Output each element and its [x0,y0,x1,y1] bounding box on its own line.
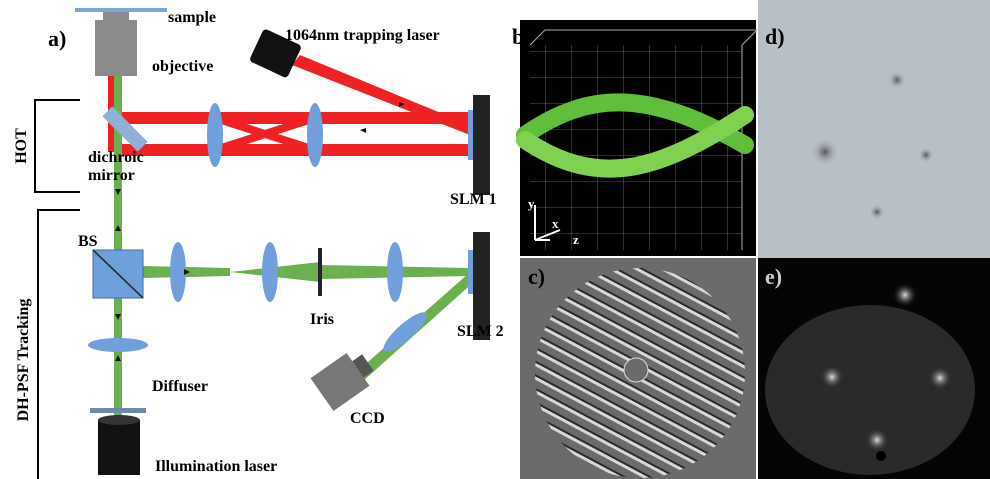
label: Illumination laser [155,458,277,475]
label: HOT [13,128,30,164]
panel-label: c) [528,264,545,289]
label: sample [168,9,216,26]
panel-d [758,0,990,258]
panel-e [758,258,990,479]
label: DH-PSF Tracking [15,299,32,422]
label: Diffuser [152,378,208,395]
label: SLM 2 [457,323,504,340]
label: CCD [350,410,385,427]
axis-label: y [528,196,535,211]
panel-label: b) [512,24,532,49]
label: 1064nm trapping laser [285,27,440,44]
label: objective [152,58,213,75]
label: BS [78,233,98,250]
label: Iris [310,311,334,328]
figure: a) sample objective 1064nm trapping lase… [0,0,990,479]
panel-a [35,8,490,479]
panel-label: e) [765,264,782,289]
panel-c [520,258,756,479]
panel-label: d) [765,24,785,49]
label: mirror [88,167,135,184]
axis-label: z [573,232,579,247]
panel-label: a) [48,26,66,51]
label: dichroic [88,149,144,166]
axis-label: x [552,216,559,231]
label: SLM 1 [450,191,497,208]
